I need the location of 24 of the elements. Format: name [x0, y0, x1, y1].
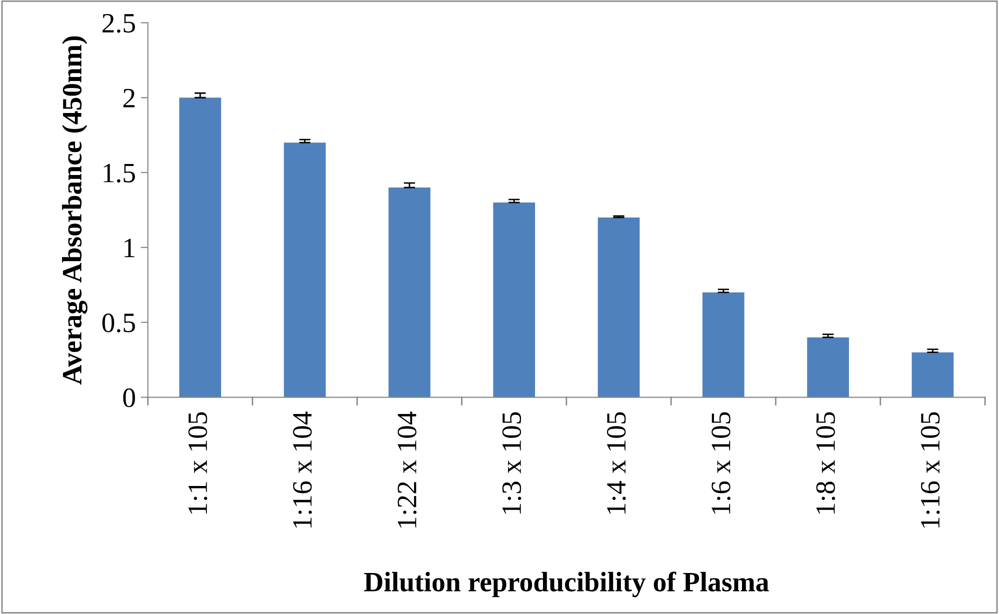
bar — [388, 188, 430, 398]
x-tick-label: 1:16 x 105 — [920, 412, 940, 528]
bar — [807, 337, 849, 398]
bar — [493, 202, 536, 398]
x-tick-label: 1:1 x 105 — [188, 412, 208, 514]
y-tick-label: 0.5 — [102, 314, 135, 332]
x-tick-label: 1:8 x 105 — [816, 412, 836, 514]
x-tick-label: 1:6 x 105 — [712, 412, 730, 514]
y-tick-label: 2 — [123, 88, 135, 108]
x-axis-title: Dilution reproducibility of Plasma — [364, 572, 769, 598]
bar — [284, 142, 326, 398]
bar — [179, 98, 222, 398]
x-tick-label: 1:22 x 104 — [398, 412, 417, 528]
bar — [702, 292, 744, 398]
y-tick-label: 0 — [123, 388, 135, 408]
x-tick-label: 1:4 x 105 — [606, 412, 626, 514]
x-tick-label: 1:16 x 104 — [293, 412, 312, 528]
bar — [912, 352, 954, 398]
y-tick-label: 1 — [124, 238, 134, 258]
x-tick-label: 1:3 x 105 — [502, 412, 522, 514]
bar — [598, 217, 640, 398]
y-tick-label: 1.5 — [104, 164, 135, 183]
y-tick-label: 2.5 — [102, 14, 135, 33]
y-axis-title: Average Absorbance (450nm) — [62, 36, 88, 385]
